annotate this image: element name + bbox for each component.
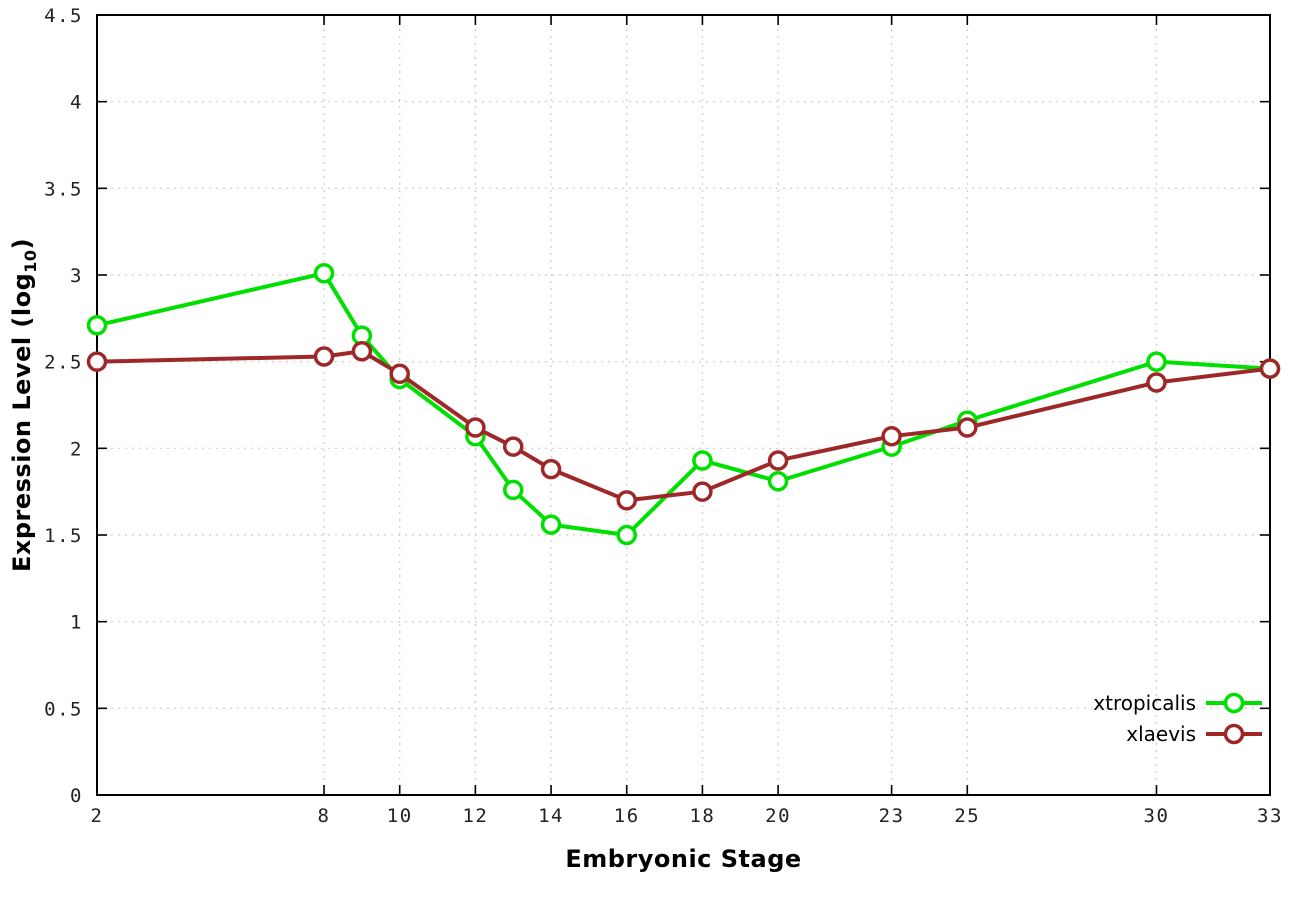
x-tick-label: 16 [614, 805, 640, 827]
data-point-xlaevis [389, 363, 410, 385]
data-point-xlaevis [540, 458, 562, 480]
x-tick-label: 14 [538, 805, 564, 827]
y-axis-label-suffix: ) [8, 237, 37, 250]
legend-label-xlaevis: xlaevis [1126, 722, 1196, 746]
plot-frame [96, 14, 1271, 796]
data-point-xtropicalis [502, 479, 524, 501]
y-tick-label: 3.5 [44, 178, 83, 200]
data-point-xtropicalis [313, 263, 335, 284]
x-tick-label: 8 [318, 805, 331, 827]
x-tick-label: 30 [1144, 805, 1170, 827]
legend-marker-xtropicalis [1223, 692, 1245, 714]
data-point-xlaevis [502, 436, 524, 457]
legend-entry-xlaevis: xlaevis [1126, 722, 1262, 746]
y-tick-label: 1.5 [44, 525, 83, 547]
data-point-xlaevis [313, 346, 335, 367]
data-point-xlaevis [1259, 358, 1281, 379]
data-point-xlaevis [616, 490, 637, 511]
legend-marker-xlaevis [1223, 723, 1245, 745]
y-axis-label: Expression Level (log10) [8, 238, 40, 572]
x-tick-label: 33 [1257, 805, 1283, 827]
x-tick-label: 20 [765, 805, 791, 827]
y-tick-label: 0.5 [44, 698, 83, 720]
data-point-xtropicalis [86, 315, 108, 336]
y-tick-label: 2.5 [44, 352, 83, 374]
data-point-xlaevis [692, 481, 713, 502]
x-tick-label: 25 [954, 805, 980, 827]
legend-label-xtropicalis: xtropicalis [1093, 691, 1196, 715]
data-point-xtropicalis [692, 450, 713, 471]
data-point-xlaevis [881, 425, 902, 447]
data-point-xtropicalis [767, 471, 789, 492]
y-axis-label-text: Expression Level (log [8, 272, 37, 573]
data-point-xlaevis [767, 450, 789, 471]
x-axis-label: Embryonic Stage [565, 845, 802, 873]
data-point-xtropicalis [540, 514, 562, 535]
data-point-xlaevis [957, 417, 978, 438]
x-tick-label: 10 [387, 805, 413, 827]
data-point-xtropicalis [616, 524, 637, 546]
x-tick-label: 2 [91, 805, 104, 827]
legend-entry-xtropicalis: xtropicalis [1093, 691, 1262, 715]
y-tick-label: 4 [70, 92, 83, 114]
y-axis-label-subscript: 10 [20, 249, 40, 273]
y-tick-label: 4.5 [44, 5, 83, 27]
x-tick-label: 12 [462, 805, 488, 827]
data-point-xlaevis [1146, 372, 1167, 393]
x-tick-label: 18 [689, 805, 715, 827]
data-point-xlaevis [351, 341, 373, 362]
y-tick-label: 1 [70, 612, 83, 634]
data-point-xlaevis [465, 417, 486, 438]
y-tick-label: 3 [70, 265, 83, 287]
data-point-xtropicalis [1146, 351, 1167, 372]
y-tick-label: 2 [70, 438, 83, 460]
data-point-xlaevis [86, 351, 108, 372]
y-tick-label: 0 [70, 785, 83, 807]
x-tick-label: 23 [879, 805, 905, 827]
